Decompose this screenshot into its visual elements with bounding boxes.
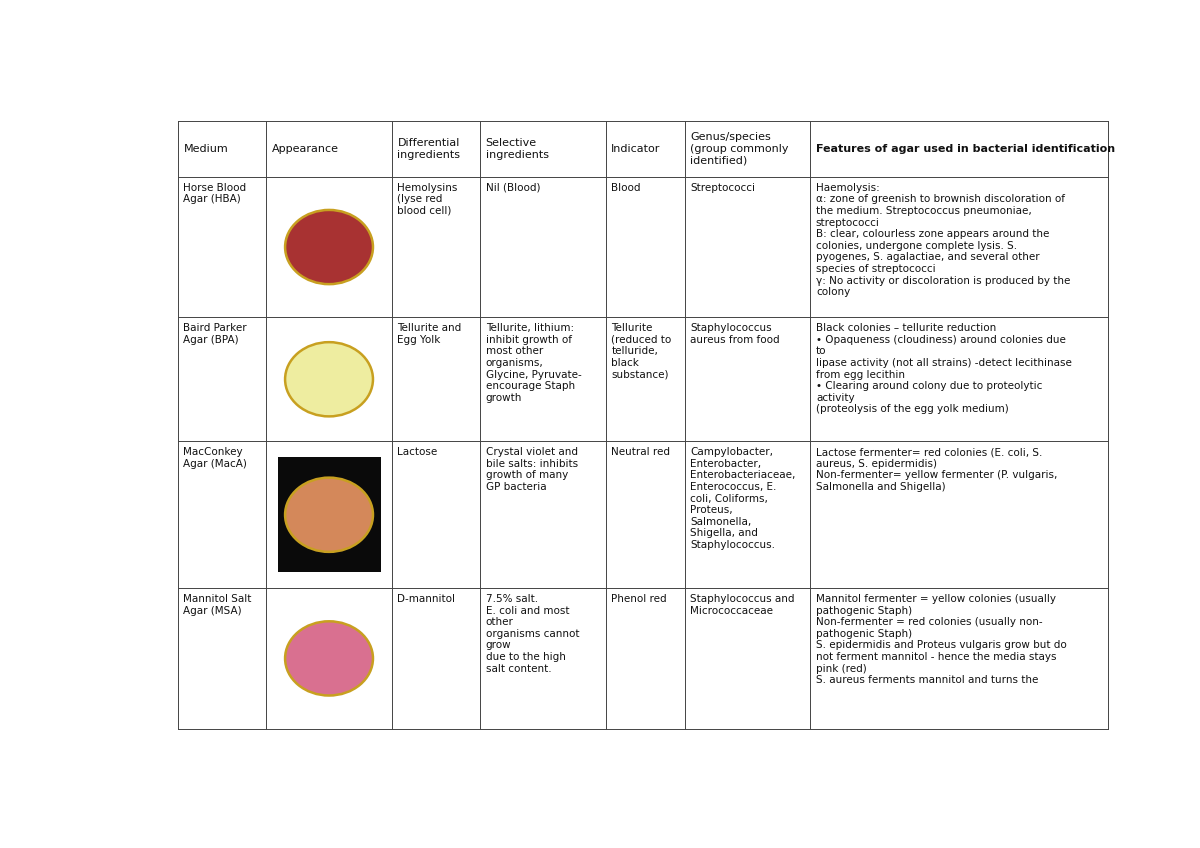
- Text: Mannitol fermenter = yellow colonies (usually
pathogenic Staph)
Non-fermenter = : Mannitol fermenter = yellow colonies (us…: [816, 594, 1067, 685]
- Text: Indicator: Indicator: [611, 144, 661, 154]
- Text: Medium: Medium: [184, 144, 228, 154]
- Bar: [277, 457, 380, 572]
- Text: MacConkey
Agar (MacA): MacConkey Agar (MacA): [184, 447, 247, 469]
- Text: Lactose: Lactose: [397, 447, 438, 457]
- Ellipse shape: [286, 210, 373, 284]
- Text: Neutral red: Neutral red: [611, 447, 671, 457]
- Text: Phenol red: Phenol red: [611, 594, 667, 604]
- Ellipse shape: [286, 477, 373, 552]
- Text: Features of agar used in bacterial identification: Features of agar used in bacterial ident…: [816, 144, 1115, 154]
- Text: Campylobacter,
Enterobacter,
Enterobacteriaceae,
Enterococcus, E.
coli, Coliform: Campylobacter, Enterobacter, Enterobacte…: [690, 447, 796, 550]
- Text: Streptococci: Streptococci: [690, 182, 755, 192]
- Text: Blood: Blood: [611, 182, 641, 192]
- Ellipse shape: [286, 342, 373, 416]
- Text: Lactose fermenter= red colonies (E. coli, S.
aureus, S. epidermidis)
Non-ferment: Lactose fermenter= red colonies (E. coli…: [816, 447, 1057, 492]
- Text: Horse Blood
Agar (HBA): Horse Blood Agar (HBA): [184, 182, 247, 204]
- Text: Appearance: Appearance: [272, 144, 338, 154]
- Text: Black colonies – tellurite reduction
• Opaqueness (cloudiness) around colonies d: Black colonies – tellurite reduction • O…: [816, 323, 1072, 415]
- Text: Selective
ingredients: Selective ingredients: [486, 138, 548, 160]
- Text: Genus/species
(group commonly
identified): Genus/species (group commonly identified…: [690, 132, 788, 165]
- Text: Staphylococcus
aureus from food: Staphylococcus aureus from food: [690, 323, 780, 345]
- Text: Hemolysins
(lyse red
blood cell): Hemolysins (lyse red blood cell): [397, 182, 457, 216]
- Text: Tellurite, lithium:
inhibit growth of
most other
organisms,
Glycine, Pyruvate-
e: Tellurite, lithium: inhibit growth of mo…: [486, 323, 582, 403]
- Text: Staphylococcus and
Micrococcaceae: Staphylococcus and Micrococcaceae: [690, 594, 794, 616]
- Text: Mannitol Salt
Agar (MSA): Mannitol Salt Agar (MSA): [184, 594, 252, 616]
- Text: Differential
ingredients: Differential ingredients: [397, 138, 461, 160]
- Text: Crystal violet and
bile salts: inhibits
growth of many
GP bacteria: Crystal violet and bile salts: inhibits …: [486, 447, 578, 492]
- Text: Tellurite
(reduced to
telluride,
black
substance): Tellurite (reduced to telluride, black s…: [611, 323, 672, 380]
- Text: Baird Parker
Agar (BPA): Baird Parker Agar (BPA): [184, 323, 247, 345]
- Text: D-mannitol: D-mannitol: [397, 594, 455, 604]
- Text: Nil (Blood): Nil (Blood): [486, 182, 540, 192]
- Text: Tellurite and
Egg Yolk: Tellurite and Egg Yolk: [397, 323, 462, 345]
- Text: Haemolysis:
α: zone of greenish to brownish discoloration of
the medium. Strepto: Haemolysis: α: zone of greenish to brown…: [816, 182, 1070, 297]
- Ellipse shape: [286, 622, 373, 695]
- Text: 7.5% salt.
E. coli and most
other
organisms cannot
grow
due to the high
salt con: 7.5% salt. E. coli and most other organi…: [486, 594, 580, 673]
